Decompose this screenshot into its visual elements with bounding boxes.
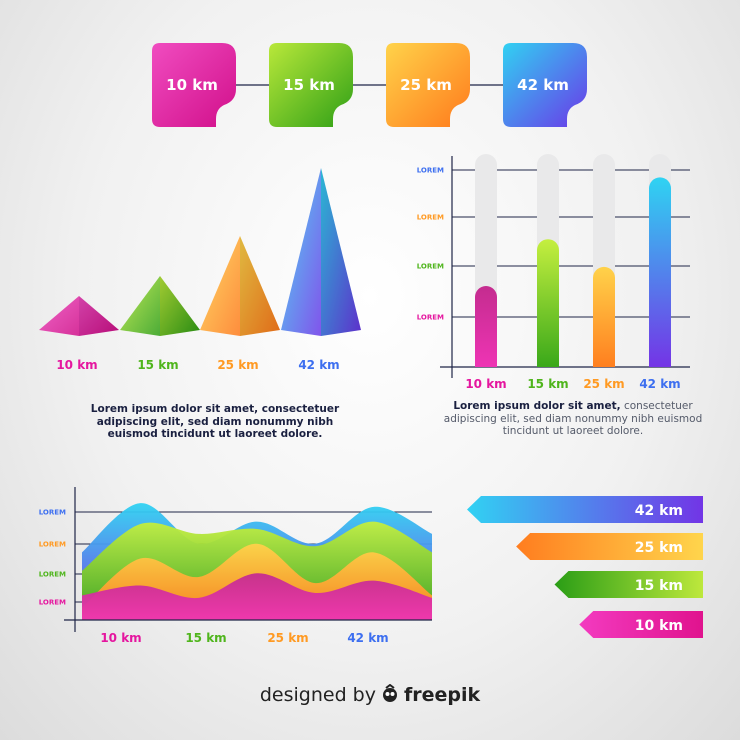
vbar-1 xyxy=(537,239,559,367)
pyramid-label-0: 10 km xyxy=(56,358,97,372)
credit-prefix: designed by xyxy=(259,684,376,706)
paragraph-left-bold: Lorem ipsum dolor sit amet, consectetuer… xyxy=(90,403,340,440)
paragraph-right-bold: Lorem ipsum dolor sit amet, xyxy=(453,400,621,412)
pyramid-label-3: 42 km xyxy=(298,358,339,372)
pyramid-label-2: 25 km xyxy=(217,358,258,372)
milestone-tag-1 xyxy=(269,43,353,127)
vertical-bar-chart: LOREM LOREM LOREM LOREM 10 km 15 km 25 km 42 km xyxy=(417,154,690,391)
area-chart: LOREM LOREM LOREM LOREM 10 km 15 km 25 km 42 km xyxy=(39,487,432,645)
pyramid-label-1: 15 km xyxy=(137,358,178,372)
hbar-label-3: 10 km xyxy=(635,618,683,634)
vbar-0 xyxy=(475,286,497,367)
vbar-ytick-3: LOREM xyxy=(417,314,444,322)
milestone-tag-2 xyxy=(386,43,470,127)
vbar-ytick-2: LOREM xyxy=(417,263,444,271)
hbar-label-1: 25 km xyxy=(635,540,683,556)
milestone-label-3: 42 km xyxy=(517,76,569,94)
area-ytick-0: LOREM xyxy=(39,509,66,517)
area-xtick-3: 42 km xyxy=(347,631,388,645)
pyramid-0 xyxy=(39,296,119,336)
vbar-3 xyxy=(649,177,671,367)
milestone-label-2: 25 km xyxy=(400,76,452,94)
hbar-label-2: 15 km xyxy=(635,578,683,594)
vbar-xtick-0: 10 km xyxy=(465,377,506,391)
milestone-label-1: 15 km xyxy=(283,76,335,94)
vbar-ytick-1: LOREM xyxy=(417,214,444,222)
hbar-3 xyxy=(579,611,703,638)
credit-brand: freepik xyxy=(403,684,481,706)
credit-line: designed by freepik xyxy=(0,684,740,706)
horizontal-arrow-chart: 42 km 25 km 15 km 10 km xyxy=(467,496,703,638)
milestone-tag-0 xyxy=(152,43,236,127)
paragraph-right-rest: consectetuer adipiscing elit, sed diam n… xyxy=(443,400,703,437)
hbar-2 xyxy=(554,571,703,598)
milestone-label-0: 10 km xyxy=(166,76,218,94)
area-xtick-2: 25 km xyxy=(267,631,308,645)
paragraph-right: Lorem ipsum dolor sit amet, consectetuer… xyxy=(438,400,708,438)
vbar-ytick-0: LOREM xyxy=(417,167,444,175)
area-ytick-3: LOREM xyxy=(39,599,66,607)
vbar-xtick-3: 42 km xyxy=(639,377,680,391)
pyramid-3 xyxy=(281,168,361,336)
vbar-xtick-2: 25 km xyxy=(583,377,624,391)
area-ytick-2: LOREM xyxy=(39,571,66,579)
vbar-2 xyxy=(593,266,615,367)
pyramid-1 xyxy=(120,276,200,336)
freepik-logo-icon xyxy=(382,684,397,702)
milestone-tag-3 xyxy=(503,43,587,127)
milestone-tags: 10 km 15 km 25 km 42 km xyxy=(152,43,587,127)
area-xtick-0: 10 km xyxy=(100,631,141,645)
area-series-3 xyxy=(82,573,432,620)
area-ytick-1: LOREM xyxy=(39,541,66,549)
vbar-xtick-1: 15 km xyxy=(527,377,568,391)
pyramid-2 xyxy=(200,236,280,336)
hbar-1 xyxy=(516,533,703,560)
pyramid-chart: 10 km 15 km 25 km 42 km xyxy=(39,168,361,372)
hbar-label-0: 42 km xyxy=(635,503,683,519)
area-xtick-1: 15 km xyxy=(185,631,226,645)
paragraph-left: Lorem ipsum dolor sit amet, consectetuer… xyxy=(80,403,350,441)
hbar-0 xyxy=(467,496,703,523)
